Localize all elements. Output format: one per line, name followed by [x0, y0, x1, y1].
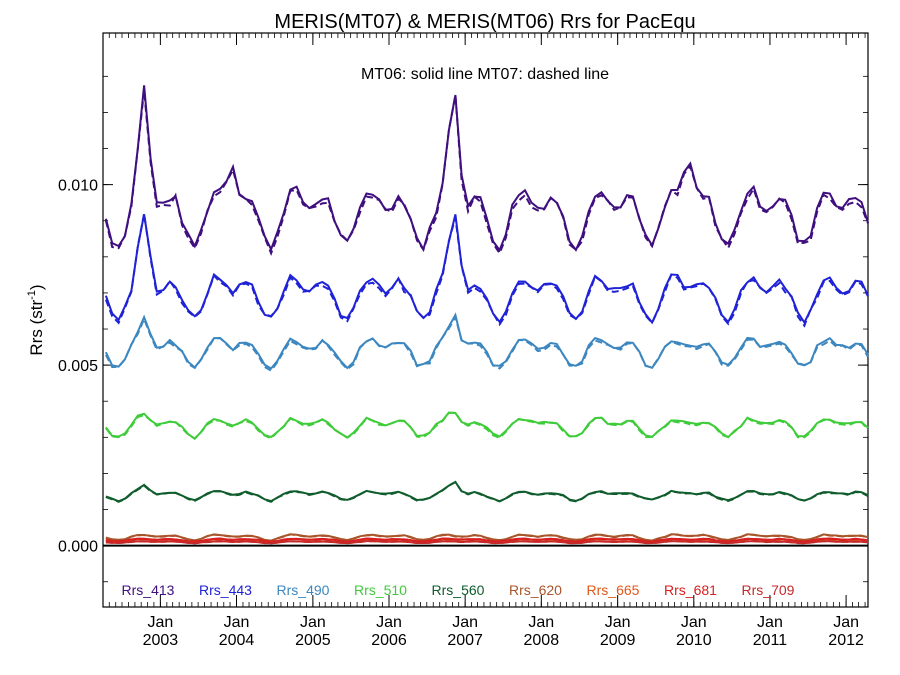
y-tick-label: 0.005 — [58, 358, 98, 375]
x-tick-label-month: Jan — [528, 614, 554, 631]
y-tick-label: 0.000 — [58, 539, 98, 556]
legend-entry-Rrs_510: Rrs_510 — [354, 582, 407, 598]
series-line-mt07-Rrs_443 — [104, 213, 869, 328]
series-line-mt07-Rrs_510 — [105, 411, 869, 440]
series-line-mt06-Rrs_560 — [105, 480, 869, 503]
x-tick-label-month: Jan — [757, 614, 783, 631]
series-line-mt06-Rrs_413 — [104, 85, 869, 253]
series-line-mt06-Rrs_681 — [105, 537, 869, 543]
y-tick-label: 0.010 — [58, 178, 98, 195]
x-tick-label-year: 2004 — [219, 632, 255, 649]
x-tick-label-year: 2009 — [600, 632, 636, 649]
series-line-mt06-Rrs_709 — [105, 540, 869, 545]
x-tick-label-year: 2006 — [371, 632, 407, 649]
x-tick-label-month: Jan — [605, 614, 631, 631]
series-line-mt06-Rrs_443 — [104, 214, 869, 325]
x-tick-label-year: 2010 — [676, 632, 712, 649]
legend-entry-Rrs_665: Rrs_665 — [587, 582, 640, 598]
series-line-mt07-Rrs_413 — [104, 90, 869, 257]
x-tick-label-month: Jan — [681, 614, 707, 631]
series-line-mt06-Rrs_510 — [105, 411, 869, 441]
legend-entry-Rrs_681: Rrs_681 — [664, 582, 717, 598]
x-tick-label-month: Jan — [147, 614, 173, 631]
y-axis-label-close: ) — [27, 284, 46, 290]
x-tick-label-year: 2012 — [828, 632, 864, 649]
series-line-mt06-Rrs_490 — [104, 312, 869, 370]
legend-entry-Rrs_490: Rrs_490 — [277, 582, 330, 598]
chart-annotation: MT06: solid line MT07: dashed line — [361, 66, 609, 83]
y-axis-label: Rrs (str-1) — [26, 284, 46, 355]
x-tick-label-month: Jan — [300, 614, 326, 631]
x-tick-label-year: 2003 — [143, 632, 179, 649]
plot-frame — [102, 32, 869, 608]
legend: Rrs_413 Rrs_443 Rrs_490 Rrs_510 Rrs_560 Rrs_6… — [122, 582, 795, 598]
x-axis-ticks: Jan2003Jan2004Jan2005Jan2006Jan2007Jan20… — [108, 33, 866, 649]
x-tick-label-month: Jan — [452, 614, 478, 631]
legend-entry-Rrs_560: Rrs_560 — [432, 582, 485, 598]
series-line-mt06-Rrs_620 — [105, 533, 869, 542]
plot-area — [102, 32, 869, 608]
x-tick-label-year: 2007 — [447, 632, 483, 649]
legend-entry-Rrs_620: Rrs_620 — [509, 582, 562, 598]
x-tick-label-year: 2008 — [524, 632, 560, 649]
series-line-mt07-Rrs_490 — [105, 314, 869, 373]
series-lines — [104, 85, 869, 545]
x-tick-label-month: Jan — [376, 614, 402, 631]
y-axis-label-sup: -1 — [26, 290, 38, 300]
x-tick-label-month: Jan — [833, 614, 859, 631]
legend-entry-Rrs_413: Rrs_413 — [122, 582, 175, 598]
y-axis-label-main: Rrs (str — [27, 300, 46, 356]
y-axis-ticks: 0.000 0.005 0.010 — [58, 75, 868, 583]
legend-entry-Rrs_443: Rrs_443 — [199, 582, 252, 598]
x-tick-label-year: 2011 — [753, 632, 788, 649]
x-tick-label-year: 2005 — [295, 632, 331, 649]
legend-entry-Rrs_709: Rrs_709 — [742, 582, 795, 598]
x-tick-label-month: Jan — [224, 614, 250, 631]
chart-title: MERIS(MT07) & MERIS(MT06) Rrs for PacEqu — [274, 11, 695, 33]
